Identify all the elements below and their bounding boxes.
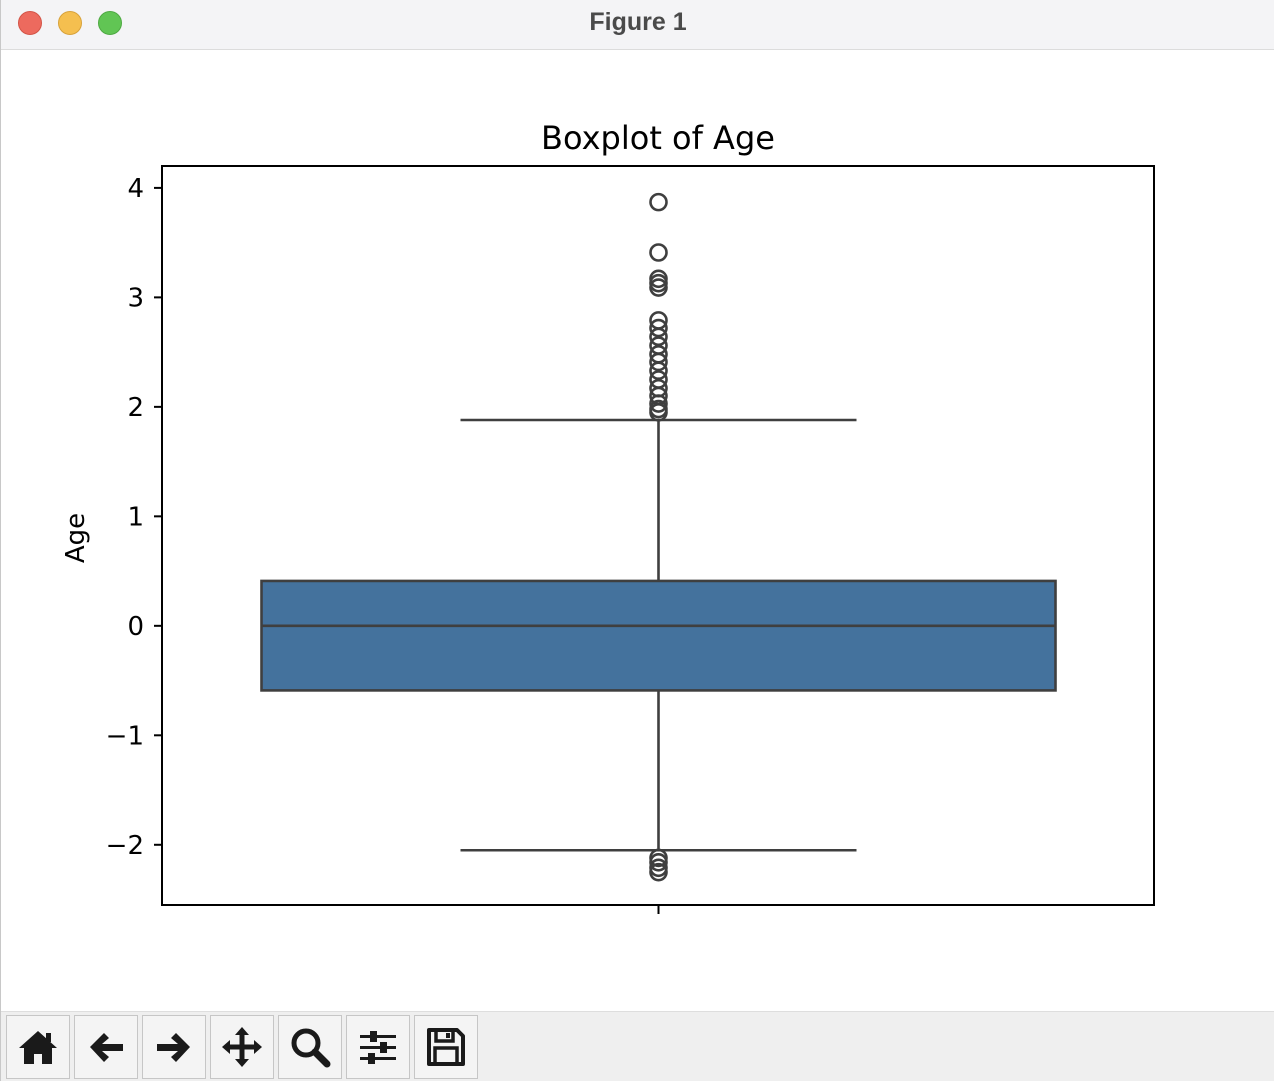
forward-button[interactable] <box>142 1015 206 1079</box>
minimize-button[interactable] <box>58 11 82 35</box>
outlier-point <box>649 243 668 262</box>
y-tick-label: 3 <box>127 283 144 313</box>
y-tick-label: −2 <box>106 831 144 861</box>
chart-title: Boxplot of Age <box>541 119 775 157</box>
outlier-point <box>649 853 668 872</box>
pan-button[interactable] <box>210 1015 274 1079</box>
pan-move-icon <box>222 1027 262 1067</box>
y-axis-label: Age <box>61 513 91 563</box>
zoom-magnifier-icon <box>291 1028 331 1068</box>
back-arrow-icon <box>90 1033 123 1062</box>
save-button[interactable] <box>414 1015 478 1079</box>
close-button[interactable] <box>18 11 42 35</box>
configure-sliders-icon <box>360 1031 396 1064</box>
y-tick-label: 0 <box>127 612 144 642</box>
configure-subplots-button[interactable] <box>346 1015 410 1079</box>
outlier-point <box>649 192 668 212</box>
save-floppy-icon <box>427 1028 465 1066</box>
y-tick-label: 4 <box>127 174 144 204</box>
outlier-point <box>649 278 668 297</box>
back-button[interactable] <box>74 1015 138 1079</box>
outlier-point <box>649 318 668 338</box>
forward-arrow-icon <box>157 1033 190 1062</box>
outlier-point <box>649 361 668 381</box>
outlier-point <box>649 403 668 422</box>
zoom-button[interactable] <box>98 11 122 35</box>
plot-area <box>260 192 1057 882</box>
iqr-box <box>260 579 1057 692</box>
y-tick-label: 1 <box>127 502 144 532</box>
outlier-point <box>649 352 668 372</box>
outlier-point <box>649 862 668 882</box>
y-tick-label: −1 <box>106 721 144 751</box>
home-button[interactable] <box>6 1015 70 1079</box>
y-tick-label: 2 <box>127 393 144 423</box>
navigation-toolbar <box>1 1011 1274 1081</box>
boxplot-chart: Boxplot of Age Age −2 −1 0 1 2 3 4 <box>61 119 1155 914</box>
zoom-rect-button[interactable] <box>278 1015 342 1079</box>
title-bar[interactable]: Figure 1 <box>1 0 1274 50</box>
home-icon <box>19 1031 57 1064</box>
outlier-point <box>649 327 668 347</box>
window-title: Figure 1 <box>589 8 687 36</box>
outlier-point <box>649 394 668 413</box>
